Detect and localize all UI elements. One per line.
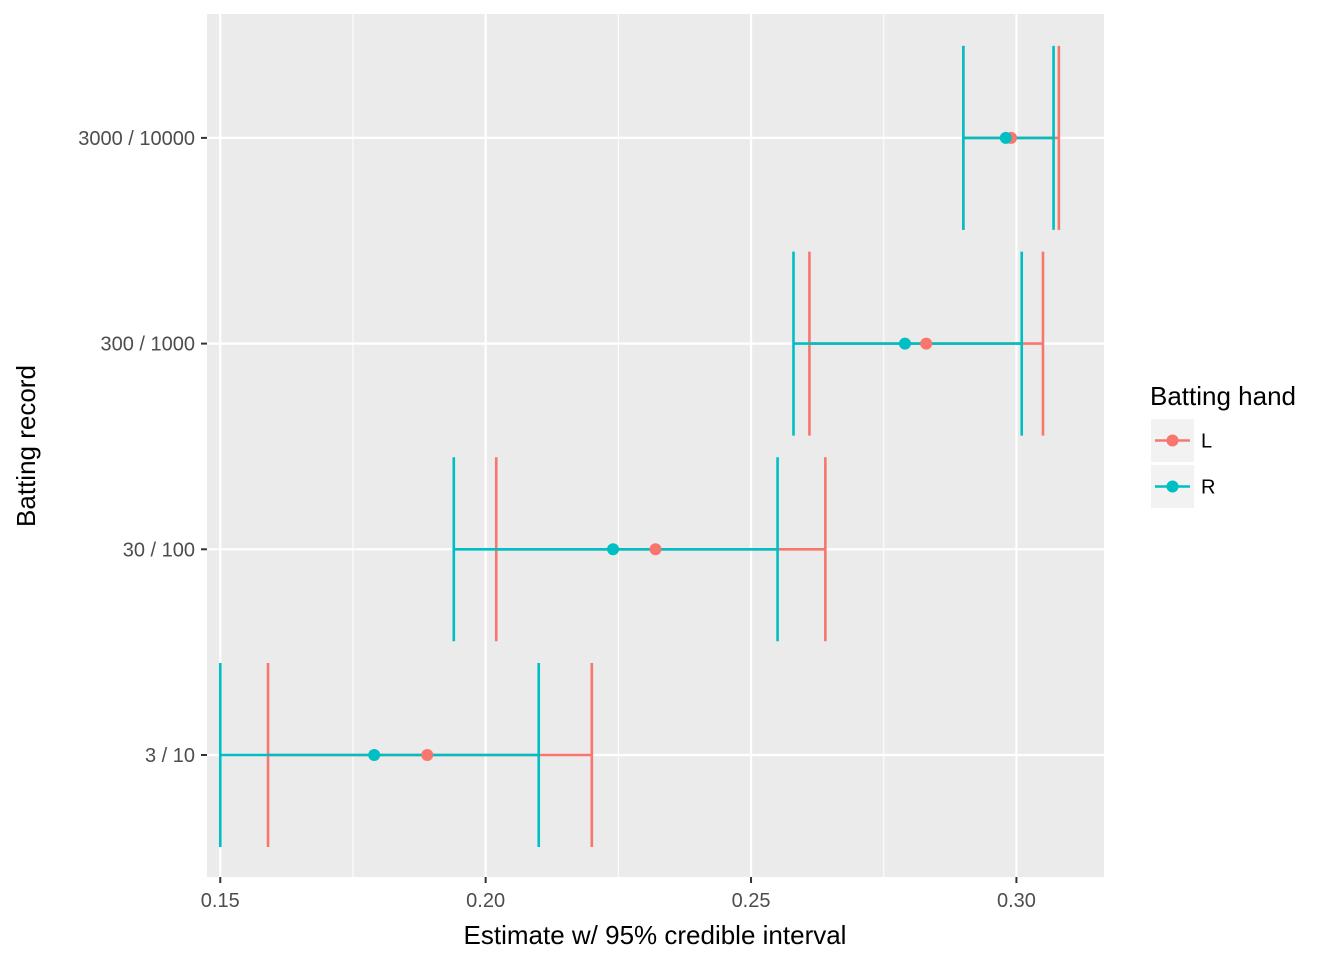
point-R <box>898 337 911 350</box>
point-R <box>607 543 620 556</box>
x-tick-label: 0.20 <box>466 890 505 912</box>
legend: Batting hand L R <box>1150 381 1296 508</box>
y-tick-label: 300 / 1000 <box>100 334 195 356</box>
legend-key-point <box>1166 480 1179 493</box>
y-tick-label: 3000 / 10000 <box>78 128 195 150</box>
point-L <box>920 337 933 350</box>
y-axis-title: Batting record <box>11 365 41 527</box>
point-R <box>368 749 381 761</box>
point-estimates <box>368 131 1018 761</box>
legend-label-L: L <box>1201 431 1212 453</box>
minor-grid <box>352 14 885 877</box>
x-axis-title: Estimate w/ 95% credible interval <box>464 920 847 950</box>
x-tick-label: 0.15 <box>201 890 240 912</box>
point-R <box>999 131 1012 144</box>
plot-panel <box>207 14 1104 877</box>
x-tick-label: 0.25 <box>732 890 771 912</box>
y-tick-label: 3 / 10 <box>145 745 195 767</box>
legend-label-R: R <box>1201 477 1215 499</box>
x-axis: 0.15 0.20 0.25 0.30 <box>201 877 1036 912</box>
y-tick-label: 30 / 100 <box>123 539 195 561</box>
y-axis: 3 / 10 30 / 100 300 / 1000 3000 / 10000 <box>78 128 207 767</box>
legend-key-point <box>1166 434 1179 447</box>
point-L <box>421 749 434 761</box>
x-tick-label: 0.30 <box>997 890 1036 912</box>
legend-title: Batting hand <box>1150 381 1296 411</box>
point-L <box>649 543 662 556</box>
